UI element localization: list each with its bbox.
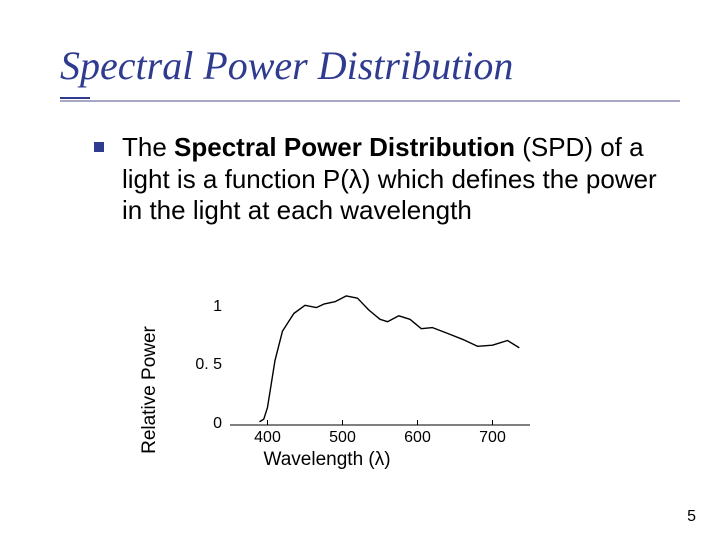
chart-xtick: 600 (404, 429, 431, 447)
spd-chart: Relative Power 00. 51 400500600700 Wavel… (150, 290, 590, 500)
page-number: 5 (687, 508, 696, 526)
bullet-text-before: The (122, 132, 174, 162)
slide: Spectral Power Distribution The Spectral… (0, 0, 720, 540)
chart-ytick: 0 (186, 415, 222, 433)
chart-svg (230, 290, 530, 433)
chart-plot-area: 400500600700 Wavelength (λ) (230, 290, 530, 438)
bullet-text-bold: Spectral Power Distribution (174, 132, 515, 162)
chart-xtick: 500 (329, 429, 356, 447)
chart-ylabel: Relative Power (139, 326, 161, 454)
chart-ytick: 1 (186, 298, 222, 316)
chart-xtick: 400 (254, 429, 281, 447)
bullet-item: The Spectral Power Distribution (SPD) of… (94, 132, 674, 227)
chart-xlabel: Wavelength (λ) (264, 449, 391, 471)
chart-xtick: 700 (479, 429, 506, 447)
bullet-square-icon (94, 142, 104, 152)
title-rule-long (60, 100, 680, 102)
bullet-text: The Spectral Power Distribution (SPD) of… (122, 132, 674, 227)
slide-title: Spectral Power Distribution (60, 42, 513, 89)
title-block: Spectral Power Distribution (60, 48, 513, 95)
body-text: The Spectral Power Distribution (SPD) of… (94, 132, 674, 227)
title-rule-short (60, 97, 90, 99)
chart-ytick: 0. 5 (186, 356, 222, 374)
